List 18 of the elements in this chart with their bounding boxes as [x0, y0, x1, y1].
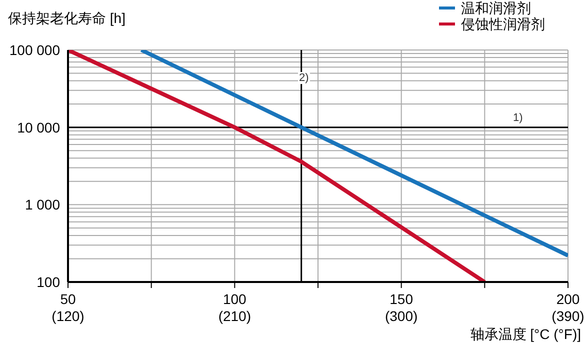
legend-label: 温和润滑剂 [461, 0, 531, 16]
x2-tick-label: (390) [550, 308, 585, 324]
y-tick-label: 1 000 [24, 196, 60, 213]
legend-label: 侵蚀性润滑剂 [461, 16, 545, 32]
x2-tick-label: (120) [50, 308, 86, 324]
y-axis-title: 保持架老化寿命 [h] [8, 10, 126, 28]
x2-tick-label: (210) [217, 308, 252, 324]
y-tick-label: 100 000 [9, 42, 60, 58]
y-tick-label: 100 [36, 274, 60, 290]
x-tick-label: 100 [222, 291, 247, 307]
x-tick-label: 200 [556, 291, 580, 307]
x-tick-label: 150 [390, 291, 414, 307]
x-axis-title: 轴承温度 [°C (°F)] [470, 326, 581, 344]
annotation: 1) [512, 112, 524, 124]
x2-tick-label: (300) [384, 308, 419, 324]
y-tick-label: 10 000 [17, 119, 60, 136]
x-tick-label: 50 [60, 291, 76, 307]
annotation: 2) [298, 72, 310, 84]
